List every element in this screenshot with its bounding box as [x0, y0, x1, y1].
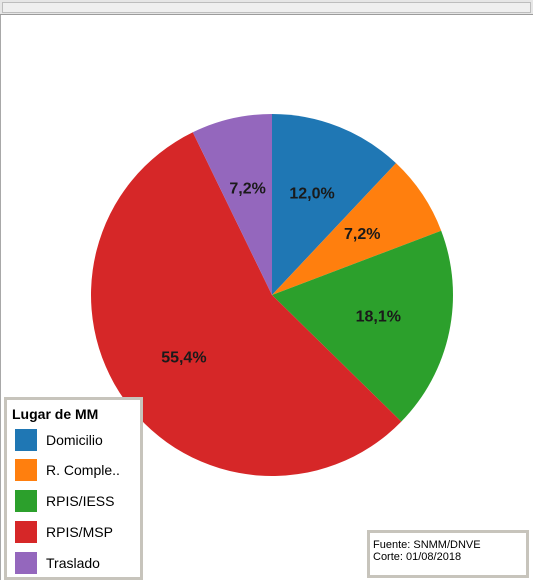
legend-item-domicilio[interactable]: Domicilio — [15, 429, 143, 451]
legend-swatch — [15, 459, 37, 481]
source-line: Fuente: SNMM/DNVE — [373, 539, 481, 551]
legend-label: Traslado — [46, 555, 100, 571]
source-note: Fuente: SNMM/DNVE Corte: 01/08/2018 — [367, 530, 529, 578]
top-toolbar-strip — [0, 0, 533, 15]
slice-value-label-r-complementaria: 7,2% — [344, 226, 380, 243]
legend-label: R. Comple.. — [46, 462, 120, 478]
legend-item-traslado[interactable]: Traslado — [15, 552, 143, 574]
legend: Lugar de MM Domicilio R. Comple.. RPIS/I… — [4, 397, 143, 580]
legend-swatch — [15, 552, 37, 574]
slice-value-label-rpis-iess: 18,1% — [356, 308, 401, 325]
legend-swatch — [15, 490, 37, 512]
slice-value-label-domicilio: 12,0% — [289, 185, 334, 202]
pie-slice-rpis-iess[interactable] — [272, 230, 453, 422]
legend-label: Domicilio — [46, 432, 103, 448]
legend-swatch — [15, 429, 37, 451]
top-toolbar-inner — [2, 2, 531, 13]
legend-swatch — [15, 521, 37, 543]
legend-title: Lugar de MM — [12, 406, 99, 422]
legend-item-r-complementaria[interactable]: R. Comple.. — [15, 459, 143, 481]
pie-labels: 12,0% 7,2% 18,1% 55,4% 7,2% — [161, 180, 401, 366]
pie-slices — [91, 114, 453, 476]
legend-item-rpis-iess[interactable]: RPIS/IESS — [15, 490, 143, 512]
pie-slice-domicilio[interactable] — [272, 114, 397, 295]
slice-value-label-traslado: 7,2% — [229, 180, 265, 197]
pie-slice-rpis-msp[interactable] — [91, 132, 402, 476]
legend-label: RPIS/IESS — [46, 493, 115, 509]
cutoff-date-line: Corte: 01/08/2018 — [373, 551, 462, 563]
pie-slice-traslado[interactable] — [192, 114, 272, 295]
pie-slice-r-complementaria[interactable] — [272, 163, 442, 295]
legend-item-rpis-msp[interactable]: RPIS/MSP — [15, 521, 143, 543]
slice-value-label-rpis-msp: 55,4% — [161, 350, 206, 367]
legend-label: RPIS/MSP — [46, 524, 113, 540]
